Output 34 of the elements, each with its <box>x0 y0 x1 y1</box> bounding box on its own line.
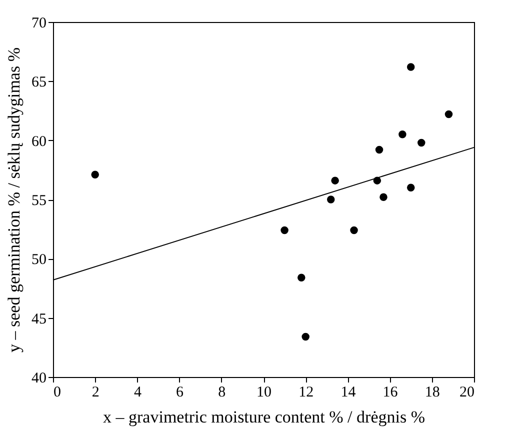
point <box>298 274 306 282</box>
x-tick-label: 20 <box>460 384 474 400</box>
point <box>280 226 288 234</box>
point <box>418 138 426 147</box>
x-tick-label: 4 <box>134 384 142 400</box>
x-tick-label: 14 <box>340 384 356 400</box>
point <box>406 184 415 192</box>
point <box>331 176 339 184</box>
point <box>91 170 99 179</box>
y-tick-label: 70 <box>32 16 46 32</box>
y-tick-label: 45 <box>32 311 46 328</box>
x-tick-label: 8 <box>218 384 226 400</box>
x-tick-label: 0 <box>54 384 61 400</box>
x-tick-label: 16 <box>382 384 398 400</box>
x-tick-label: 12 <box>298 384 314 400</box>
y-tick-label: 50 <box>32 252 46 268</box>
x-tick-label: 10 <box>256 384 272 400</box>
x-axis-title: x – gravimetric moisture content % / drėgnis % <box>103 408 425 426</box>
x-tick-label: 18 <box>424 384 440 400</box>
point <box>326 196 335 204</box>
y-tick-label: 60 <box>32 134 46 150</box>
x-tick-label: 2 <box>92 384 100 400</box>
point <box>302 332 310 341</box>
y-tick-label: 40 <box>32 370 46 386</box>
y-axis-title: y – seed germination % / sėklų sudygimas % <box>4 47 24 353</box>
point <box>444 110 453 118</box>
point <box>398 130 406 138</box>
point <box>375 146 384 154</box>
point <box>380 193 388 201</box>
point <box>406 63 415 71</box>
x-tick-label: 6 <box>176 384 184 400</box>
y-tick-label: 55 <box>32 193 46 209</box>
point <box>350 226 358 234</box>
y-tick-label: 65 <box>32 74 46 91</box>
